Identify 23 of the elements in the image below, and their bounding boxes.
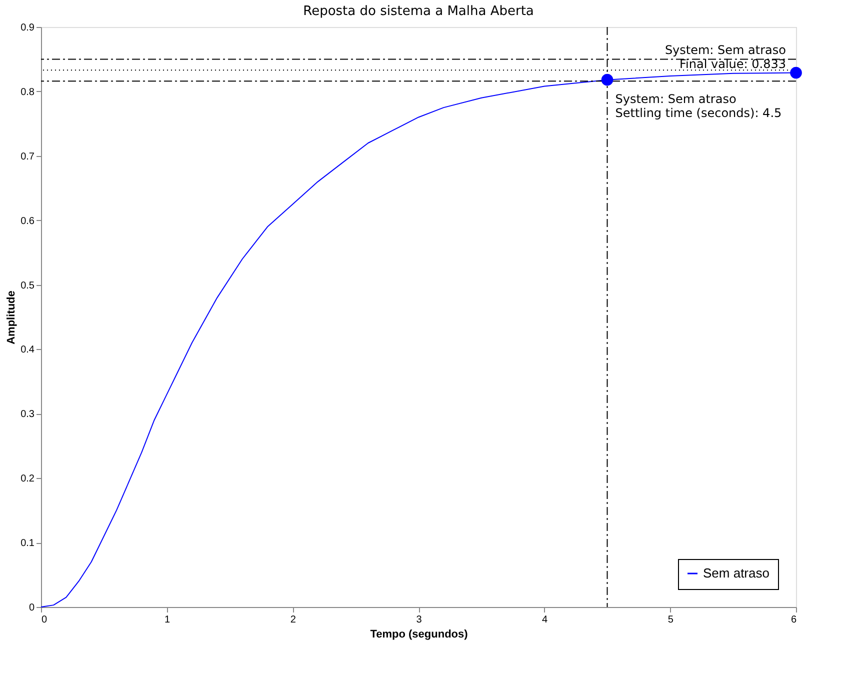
x-tick-label: 4 [542,614,548,626]
annotation: System: Sem atraso Settling time (seconds): 4.5 [615,92,782,120]
y-axis-title: Amplitude [6,290,18,344]
chart-title: Reposta do sistema a Malha Aberta [303,4,534,19]
y-tick-label: 0.7 [20,151,35,162]
x-axis-title: Tempo (segundos) [370,628,468,640]
y-tick-label: 0.5 [20,280,35,292]
x-tick-label: 5 [668,614,674,626]
y-tick-label: 0.3 [20,409,35,420]
x-tick-label: 2 [290,614,296,626]
y-tick-label: 0.2 [20,474,35,485]
y-tick-label: 0.4 [20,344,35,356]
y-tick-label: 0.6 [20,216,35,227]
annotation: System: Sem atraso Final value: 0.833 [664,42,786,71]
x-tick-label: 0 [42,614,48,626]
legend-label: Sem atraso [703,566,770,580]
y-tick-label: 0.1 [20,538,35,550]
y-tick-label: 0.9 [20,22,35,34]
x-tick-label: 1 [164,614,171,626]
y-tick-label: 0 [28,602,35,614]
x-tick-label: 3 [416,614,422,626]
x-tick-label: 6 [790,614,797,626]
y-tick-label: 0.8 [20,86,35,98]
